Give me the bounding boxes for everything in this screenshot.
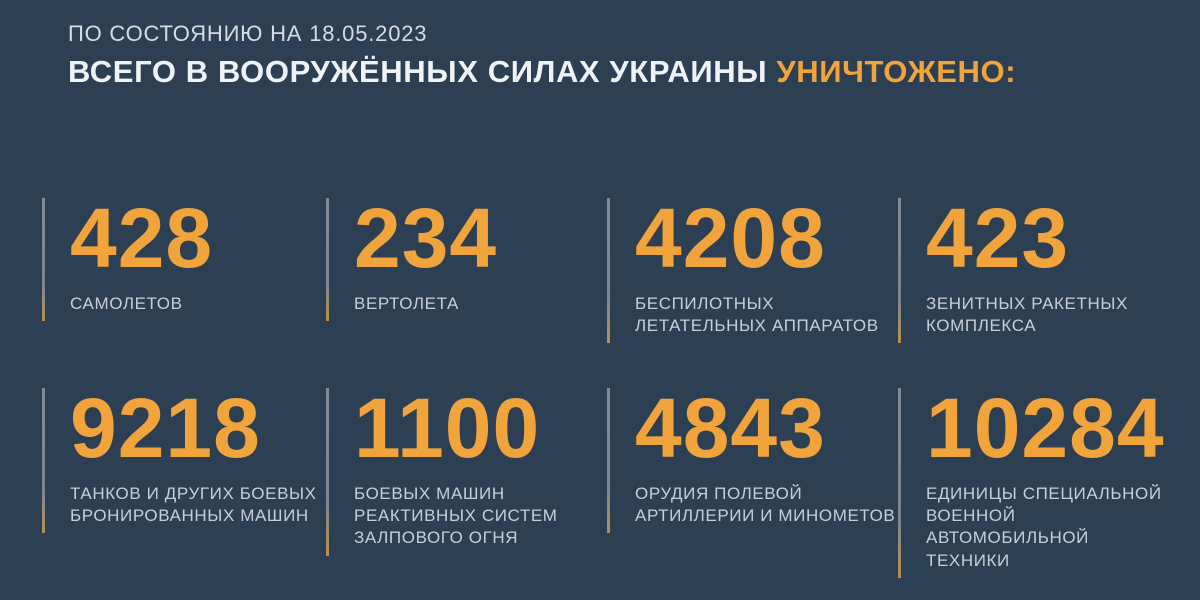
stat-label: ОРУДИЯ ПОЛЕВОЙ АРТИЛЛЕРИИ И МИНОМЕТОВ	[635, 484, 896, 526]
stat-label: ТАНКОВ И ДРУГИХ БОЕВЫХ БРОНИРОВАННЫХ МАШ…	[70, 484, 317, 526]
page-title-main: ВСЕГО В ВООРУЖЁННЫХ СИЛАХ УКРАИНЫ	[68, 54, 768, 89]
stat-value: 4843	[635, 381, 826, 475]
stat-label: ВЕРТОЛЕТА	[354, 294, 459, 314]
stat-card-tanks: 9218 ТАНКОВ И ДРУГИХ БОЕВЫХ БРОНИРОВАННЫ…	[42, 381, 326, 534]
stat-value: 234	[354, 191, 498, 285]
stat-label: ЗЕНИТНЫХ РАКЕТНЫХ КОМПЛЕКСА	[926, 294, 1128, 336]
stat-card-uavs: 4208 БЕСПИЛОТНЫХ ЛЕТАТЕЛЬНЫХ АППАРАТОВ	[607, 191, 898, 344]
stat-value: 1100	[354, 381, 541, 475]
stat-card-helicopters: 234 ВЕРТОЛЕТА	[326, 191, 607, 322]
stat-card-artillery: 4843 ОРУДИЯ ПОЛЕВОЙ АРТИЛЛЕРИИ И МИНОМЕТ…	[607, 381, 898, 534]
stat-value: 428	[70, 191, 214, 285]
stat-card-military-vehicles: 10284 ЕДИНИЦЫ СПЕЦИАЛЬНОЙ ВОЕННОЙ АВТОМО…	[898, 381, 1167, 578]
stat-value: 4208	[635, 191, 826, 285]
report-date: ПО СОСТОЯНИЮ НА 18.05.2023	[68, 21, 428, 46]
stat-card-aircraft: 428 САМОЛЕТОВ	[42, 191, 326, 322]
stat-value: 9218	[70, 381, 261, 475]
stat-label: БОЕВЫХ МАШИН РЕАКТИВНЫХ СИСТЕМ ЗАЛПОВОГО…	[354, 484, 558, 548]
stat-label: БЕСПИЛОТНЫХ ЛЕТАТЕЛЬНЫХ АППАРАТОВ	[635, 294, 879, 336]
stat-label: САМОЛЕТОВ	[70, 294, 183, 314]
stat-value: 10284	[926, 381, 1165, 475]
page-title-highlight: УНИЧТОЖЕНО:	[776, 54, 1017, 89]
stat-card-mlrs: 1100 БОЕВЫХ МАШИН РЕАКТИВНЫХ СИСТЕМ ЗАЛП…	[326, 381, 607, 556]
stat-card-sam-systems: 423 ЗЕНИТНЫХ РАКЕТНЫХ КОМПЛЕКСА	[898, 191, 1167, 344]
page-title: ВСЕГО В ВООРУЖЁННЫХ СИЛАХ УКРАИНЫ УНИЧТО…	[68, 54, 1016, 90]
stat-label: ЕДИНИЦЫ СПЕЦИАЛЬНОЙ ВОЕННОЙ АВТОМОБИЛЬНО…	[926, 484, 1162, 570]
stats-grid: 428 САМОЛЕТОВ 234 ВЕРТОЛЕТА 4208 БЕСПИЛО…	[42, 191, 1167, 578]
stat-value: 423	[926, 191, 1070, 285]
